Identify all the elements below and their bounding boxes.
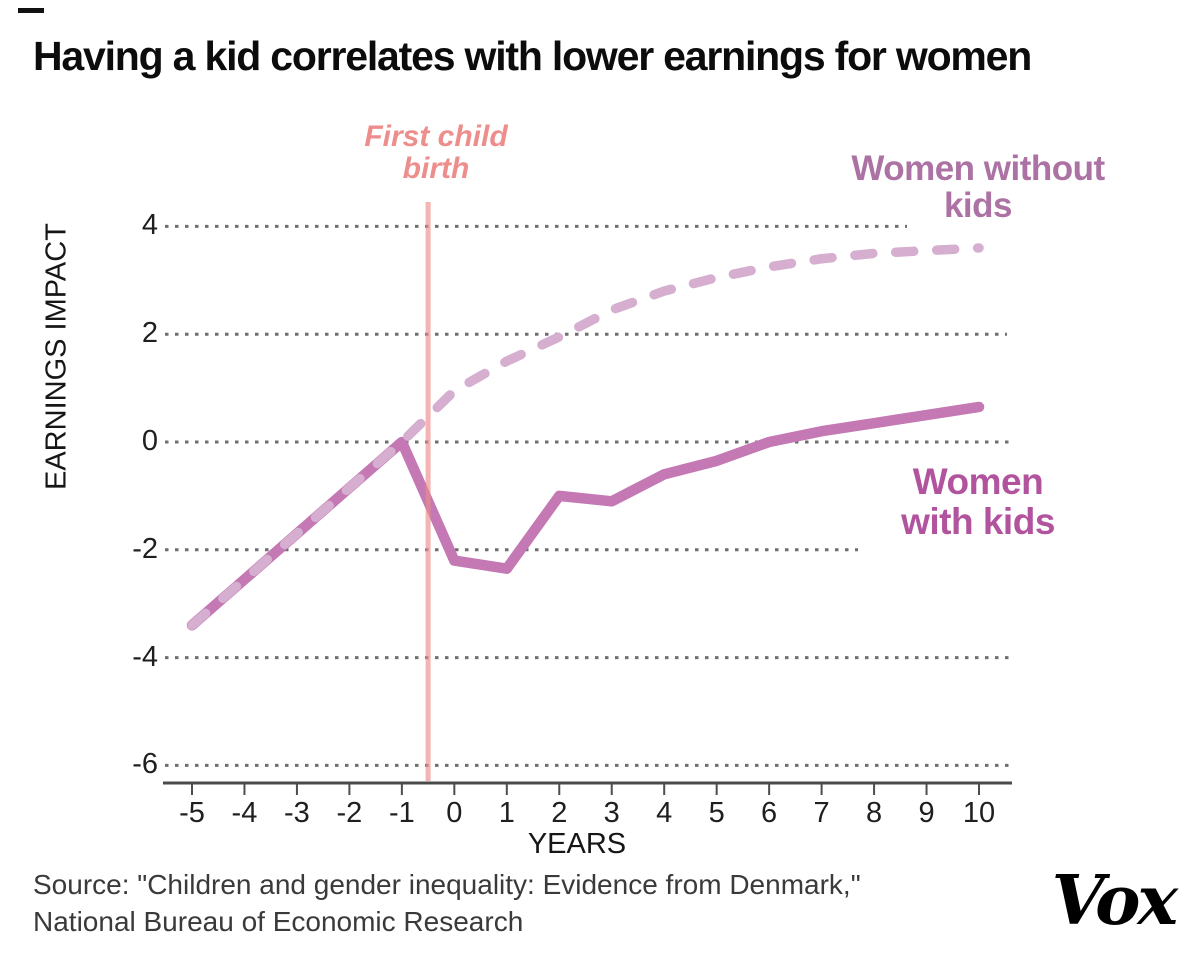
source-line-1: Source: "Children and gender inequality:… (33, 869, 861, 900)
y-tick-label: 4 (141, 209, 158, 242)
x-tick-label: 2 (551, 797, 568, 829)
crop-mark (18, 8, 44, 13)
y-tick-label: -2 (132, 532, 158, 565)
x-tick-label: 1 (498, 797, 515, 829)
x-tick-label: 8 (865, 797, 883, 829)
y-tick-label: -6 (132, 748, 158, 781)
women-without-kids-label: Women without kids (851, 149, 1105, 225)
source-text: Source: "Children and gender inequality:… (33, 866, 1033, 940)
x-tick-label: -3 (284, 797, 310, 829)
x-tick-label: -4 (231, 797, 258, 829)
y-tick-label: -4 (132, 640, 158, 673)
vox-logo: Vox (1051, 861, 1178, 941)
women-without-kids-line (187, 243, 984, 631)
x-axis-title: YEARS (527, 828, 627, 860)
x-tick-label: 4 (656, 797, 673, 829)
women-with-kids-line (186, 401, 985, 631)
y-tick-label: 0 (141, 425, 158, 457)
x-tick-label: -1 (388, 797, 415, 829)
x-tick-label: -2 (336, 797, 363, 829)
gridlines (165, 224, 1012, 767)
x-tick-label: 5 (708, 797, 725, 829)
source-line-2: National Bureau of Economic Research (33, 906, 524, 937)
x-tick-label: 3 (603, 797, 620, 829)
x-tick-marks (191, 783, 981, 795)
women-with-kids-label: Women with kids (901, 461, 1055, 542)
x-tick-label: -5 (179, 797, 205, 829)
x-tick-label: 0 (446, 797, 463, 829)
x-tick-label: 10 (962, 797, 996, 829)
y-tick-label: 2 (141, 317, 158, 350)
x-tick-label: 7 (813, 797, 830, 829)
x-tick-label: 9 (918, 797, 935, 829)
first-child-birth-label: First child birth (364, 120, 508, 185)
x-tick-label: 6 (761, 797, 778, 829)
chart-title: Having a kid correlates with lower earni… (33, 33, 1032, 79)
